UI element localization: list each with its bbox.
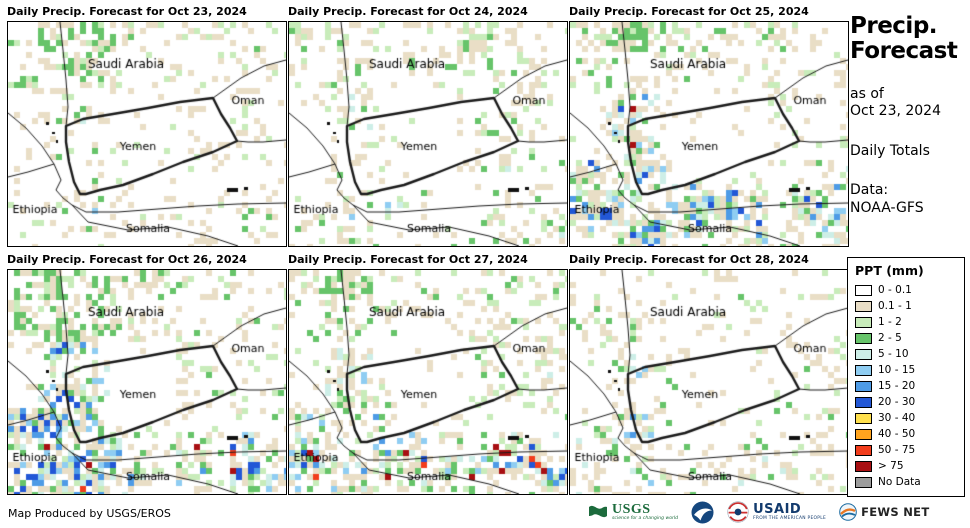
- legend-entry: 5 - 10: [855, 346, 957, 362]
- legend-entry: 10 - 15: [855, 362, 957, 378]
- fewsnet-logo: FEWS NET: [839, 503, 929, 521]
- data-label: Data:: [850, 182, 889, 199]
- panel-title: Daily Precip. Forecast for Oct 23, 2024: [7, 5, 247, 18]
- logo-strip: USGS science for a changing world USAID …: [588, 499, 968, 525]
- legend-swatch: [855, 460, 872, 472]
- as-of-label: as of: [850, 85, 884, 102]
- legend-entry-label: 10 - 15: [878, 363, 916, 376]
- usgs-logo: USGS science for a changing world: [588, 501, 679, 522]
- legend-entry: No Data: [855, 474, 957, 490]
- as-of-block: as of Oct 23, 2024: [850, 86, 966, 121]
- legend: PPT (mm) 0 - 0.1 0.1 - 1 1 - 2 2 - 5 5 - 10 1…: [847, 257, 965, 497]
- legend-entry-label: 15 - 20: [878, 379, 916, 392]
- panel-title: Daily Precip. Forecast for Oct 25, 2024: [569, 5, 809, 18]
- legend-entry-label: > 75: [878, 459, 904, 472]
- usaid-logo-text: USAID FROM THE AMERICAN PEOPLE: [753, 503, 826, 521]
- usgs-wave-icon: [589, 505, 607, 518]
- legend-entry: 30 - 40: [855, 410, 957, 426]
- forecast-panel-oct23: Daily Precip. Forecast for Oct 23, 2024: [7, 5, 288, 247]
- map-canvas-oct27: [288, 269, 568, 495]
- map-canvas-oct24: [288, 21, 568, 247]
- map-canvas-oct23: [7, 21, 287, 247]
- page-title: Precip. Forecast: [850, 14, 966, 64]
- legend-entry-label: 0 - 0.1: [878, 283, 912, 296]
- legend-entry-label: No Data: [878, 475, 921, 488]
- usgs-tagline: science for a changing world: [612, 515, 679, 521]
- legend-swatch: [855, 396, 872, 408]
- data-source: NOAA-GFS: [850, 199, 924, 216]
- legend-entry-label: 30 - 40: [878, 411, 916, 424]
- legend-swatch: [855, 316, 872, 328]
- usaid-wordmark: USAID: [753, 501, 802, 517]
- panel-title: Daily Precip. Forecast for Oct 28, 2024: [569, 253, 809, 266]
- legend-swatch: [855, 380, 872, 392]
- panel-title: Daily Precip. Forecast for Oct 26, 2024: [7, 253, 247, 266]
- data-source-block: Data: NOAA-GFS: [850, 182, 966, 217]
- usgs-wordmark: USGS: [612, 501, 651, 517]
- forecast-panel-oct26: Daily Precip. Forecast for Oct 26, 2024: [7, 253, 288, 495]
- legend-swatch: [855, 284, 872, 296]
- usaid-logo: USAID FROM THE AMERICAN PEOPLE: [727, 501, 826, 523]
- map-canvas-oct26: [7, 269, 287, 495]
- legend-swatch: [855, 300, 872, 312]
- forecast-panel-oct28: Daily Precip. Forecast for Oct 28, 2024: [569, 253, 850, 495]
- forecast-panel-oct27: Daily Precip. Forecast for Oct 27, 2024: [288, 253, 569, 495]
- legend-entry-label: 40 - 50: [878, 427, 916, 440]
- legend-entry-label: 0.1 - 1: [878, 299, 912, 312]
- legend-entry: 50 - 75: [855, 442, 957, 458]
- fewsnet-wordmark: FEWS NET: [861, 505, 930, 519]
- legend-title: PPT (mm): [855, 263, 924, 278]
- forecast-panel-oct24: Daily Precip. Forecast for Oct 24, 2024: [288, 5, 569, 247]
- legend-entry: 2 - 5: [855, 330, 957, 346]
- legend-swatch: [855, 428, 872, 440]
- legend-swatch: [855, 364, 872, 376]
- legend-swatch: [855, 412, 872, 424]
- map-credit: Map Produced by USGS/EROS: [8, 507, 171, 520]
- usgs-logo-text: USGS science for a changing world: [612, 501, 679, 522]
- legend-entry: 0.1 - 1: [855, 298, 957, 314]
- title-line2: Forecast: [850, 37, 958, 64]
- legend-entry: > 75: [855, 458, 957, 474]
- legend-entry: 1 - 2: [855, 314, 957, 330]
- legend-entry: 15 - 20: [855, 378, 957, 394]
- legend-entry-label: 1 - 2: [878, 315, 902, 328]
- legend-entry-label: 2 - 5: [878, 331, 902, 344]
- noaa-logo: [691, 501, 714, 524]
- map-canvas-oct25: [569, 21, 849, 247]
- panel-title: Daily Precip. Forecast for Oct 27, 2024: [288, 253, 528, 266]
- map-canvas-oct28: [569, 269, 849, 495]
- legend-swatch: [855, 348, 872, 360]
- map-grid: Daily Precip. Forecast for Oct 23, 2024 …: [7, 5, 850, 495]
- legend-entry: 40 - 50: [855, 426, 957, 442]
- title-line1: Precip.: [850, 13, 938, 39]
- legend-entry-label: 50 - 75: [878, 443, 916, 456]
- daily-totals-label: Daily Totals: [850, 142, 930, 159]
- info-sidebar: Precip. Forecast as of Oct 23, 2024 Dail…: [850, 14, 966, 217]
- legend-entry: 0 - 0.1: [855, 282, 957, 298]
- legend-swatch: [855, 444, 872, 456]
- legend-entries: 0 - 0.1 0.1 - 1 1 - 2 2 - 5 5 - 10 10 - 15 15 …: [855, 282, 957, 490]
- legend-swatch: [855, 332, 872, 344]
- usaid-emblem-icon: [727, 501, 749, 523]
- legend-entry: 20 - 30: [855, 394, 957, 410]
- forecast-panel-oct25: Daily Precip. Forecast for Oct 25, 2024: [569, 5, 850, 247]
- usaid-tagline: FROM THE AMERICAN PEOPLE: [753, 515, 827, 521]
- legend-swatch: [855, 476, 872, 488]
- panel-title: Daily Precip. Forecast for Oct 24, 2024: [288, 5, 528, 18]
- fewsnet-globe-icon: [839, 503, 857, 521]
- legend-entry-label: 5 - 10: [878, 347, 909, 360]
- legend-entry-label: 20 - 30: [878, 395, 916, 408]
- as-of-date: Oct 23, 2024: [850, 103, 941, 120]
- noaa-emblem-icon: [691, 501, 714, 523]
